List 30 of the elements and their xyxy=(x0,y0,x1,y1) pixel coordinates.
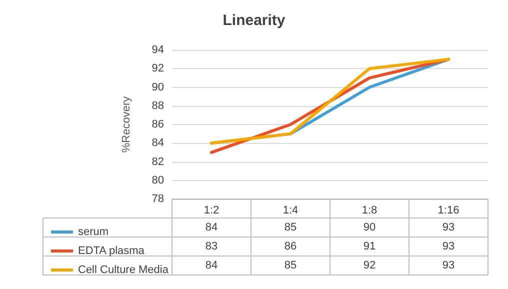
data-label: 92 xyxy=(363,260,376,272)
data-label: 93 xyxy=(442,260,455,272)
data-label: 91 xyxy=(363,240,376,252)
y-tick-label: 84 xyxy=(152,137,164,150)
chart-title: Linearity xyxy=(222,12,286,29)
y-tick-label: 86 xyxy=(152,118,164,130)
y-tick-label: 94 xyxy=(152,44,164,56)
data-label: 84 xyxy=(205,222,218,234)
data-label: 85 xyxy=(284,222,297,234)
data-label: 85 xyxy=(284,260,297,272)
x-tick-label: 1:2 xyxy=(204,204,220,216)
data-label: 93 xyxy=(442,240,455,252)
x-tick-label: 1:16 xyxy=(438,204,460,216)
legend-label: Cell Culture Media xyxy=(78,264,170,276)
y-tick-label: 88 xyxy=(152,100,164,112)
y-tick-label: 92 xyxy=(152,62,164,75)
data-label: 83 xyxy=(205,240,218,252)
data-label: 86 xyxy=(284,240,297,252)
y-tick-label: 82 xyxy=(152,156,164,168)
x-tick-label: 1:4 xyxy=(282,204,298,216)
y-tick-label: 78 xyxy=(152,193,164,205)
y-tick-label: 80 xyxy=(152,174,164,186)
x-tick-label: 1:8 xyxy=(362,204,378,216)
legend-label: EDTA plasma xyxy=(78,245,146,257)
data-label: 84 xyxy=(205,260,218,272)
y-tick-label: 90 xyxy=(152,81,164,94)
legend-label: serum xyxy=(78,226,109,238)
y-axis-title: %Recovery xyxy=(120,96,132,153)
data-label: 93 xyxy=(442,222,455,234)
data-label: 90 xyxy=(363,222,376,234)
